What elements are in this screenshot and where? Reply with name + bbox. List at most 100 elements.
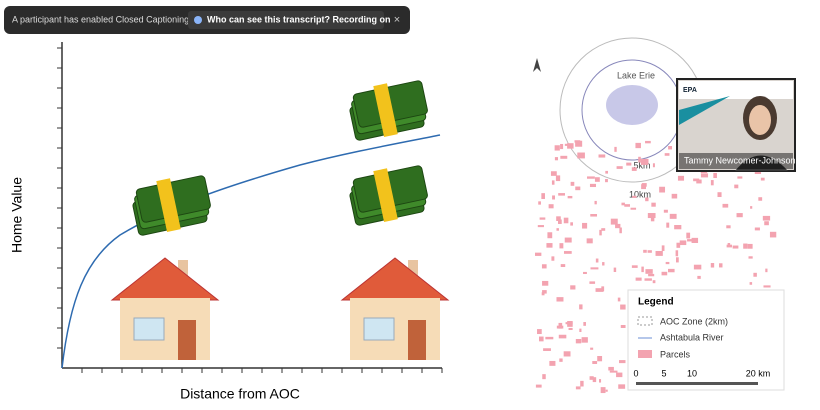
parcel — [558, 193, 565, 196]
name-bg — [679, 153, 793, 169]
parcel — [710, 263, 715, 268]
parcel — [583, 322, 586, 326]
parcel — [616, 372, 623, 378]
parcel — [599, 379, 602, 383]
parcel — [686, 232, 691, 239]
parcel — [615, 223, 621, 229]
caption-link-bg[interactable] — [188, 11, 384, 29]
parcel — [579, 304, 583, 310]
parcel — [749, 282, 753, 285]
parcel — [590, 267, 599, 270]
slide-chart: Home Value Distance from AOC — [9, 42, 450, 402]
parcel — [547, 232, 553, 239]
legend-swatch — [637, 316, 653, 326]
parcel — [631, 167, 637, 171]
parcel — [630, 207, 637, 210]
parcel — [555, 175, 561, 182]
parcel — [663, 209, 668, 213]
parcel — [722, 203, 729, 208]
parcel — [575, 186, 581, 191]
parcel — [650, 217, 655, 222]
legend-swatch — [638, 350, 652, 358]
close-button[interactable]: × — [394, 14, 400, 26]
parcel — [638, 156, 641, 163]
parcel — [762, 215, 771, 221]
parcel — [696, 179, 702, 184]
parcel — [567, 320, 573, 327]
parcel — [563, 217, 569, 224]
parcel — [589, 281, 596, 284]
parcel — [617, 297, 621, 302]
parcel — [652, 163, 655, 168]
parcel — [619, 227, 622, 234]
band — [373, 83, 398, 138]
legend-title: Legend — [638, 297, 674, 308]
parcel — [587, 176, 595, 179]
chimney — [178, 260, 188, 280]
parcel — [559, 358, 563, 362]
parcel — [537, 329, 542, 335]
parcel — [619, 360, 626, 364]
parcel — [666, 222, 670, 228]
parcel — [631, 265, 638, 268]
lake-label: Lake Erie — [617, 70, 655, 80]
parcel — [560, 143, 564, 150]
parcel — [594, 200, 597, 205]
parcel — [693, 178, 700, 182]
parcel — [641, 266, 644, 273]
parcel — [635, 277, 642, 281]
parcel — [580, 380, 584, 387]
parcel — [568, 327, 573, 331]
parcel — [590, 347, 594, 350]
parcel — [559, 243, 564, 249]
parcel — [671, 193, 678, 199]
caption-link[interactable]: Who can see this transcript? Recording o… — [207, 14, 391, 24]
parcel — [665, 261, 670, 265]
parcel — [548, 204, 554, 209]
parcel — [632, 195, 637, 198]
parcel — [713, 172, 717, 179]
parcel — [589, 183, 597, 188]
parcel — [677, 175, 685, 181]
chimney — [408, 260, 418, 280]
parcel — [599, 229, 602, 236]
parcel — [541, 292, 545, 296]
parcel — [687, 239, 695, 242]
door — [178, 320, 196, 360]
parcel — [763, 285, 771, 288]
parcel — [719, 263, 723, 268]
parcel — [674, 225, 682, 230]
parcel — [661, 271, 668, 276]
house-icon — [340, 257, 450, 360]
parcel — [579, 328, 582, 333]
parcel — [595, 288, 604, 292]
parcel — [679, 240, 687, 246]
parcel — [614, 146, 617, 152]
parcel — [560, 264, 566, 268]
parcel — [551, 256, 555, 261]
scale-label: 0 — [633, 368, 638, 378]
parcel — [765, 268, 768, 273]
parcel — [537, 225, 544, 228]
parcel — [541, 264, 547, 269]
parcel — [691, 237, 699, 243]
x-axis-label: Distance from AOC — [180, 386, 300, 402]
parcel — [621, 202, 625, 206]
parcel — [567, 195, 573, 199]
parcel — [541, 193, 545, 199]
parcel — [535, 252, 542, 256]
door — [408, 320, 426, 360]
parcel — [764, 221, 769, 226]
parcel — [610, 218, 618, 225]
north-arrow — [533, 58, 541, 72]
parcel — [645, 269, 653, 274]
band — [156, 178, 181, 233]
parcel — [747, 243, 753, 249]
parcel — [538, 201, 541, 205]
parcel — [668, 268, 675, 273]
caption-bar: A participant has enabled Closed Caption… — [4, 6, 410, 34]
scale-bar — [636, 382, 758, 385]
parcel — [651, 202, 656, 207]
parcel — [590, 214, 598, 217]
parcel — [560, 155, 568, 159]
